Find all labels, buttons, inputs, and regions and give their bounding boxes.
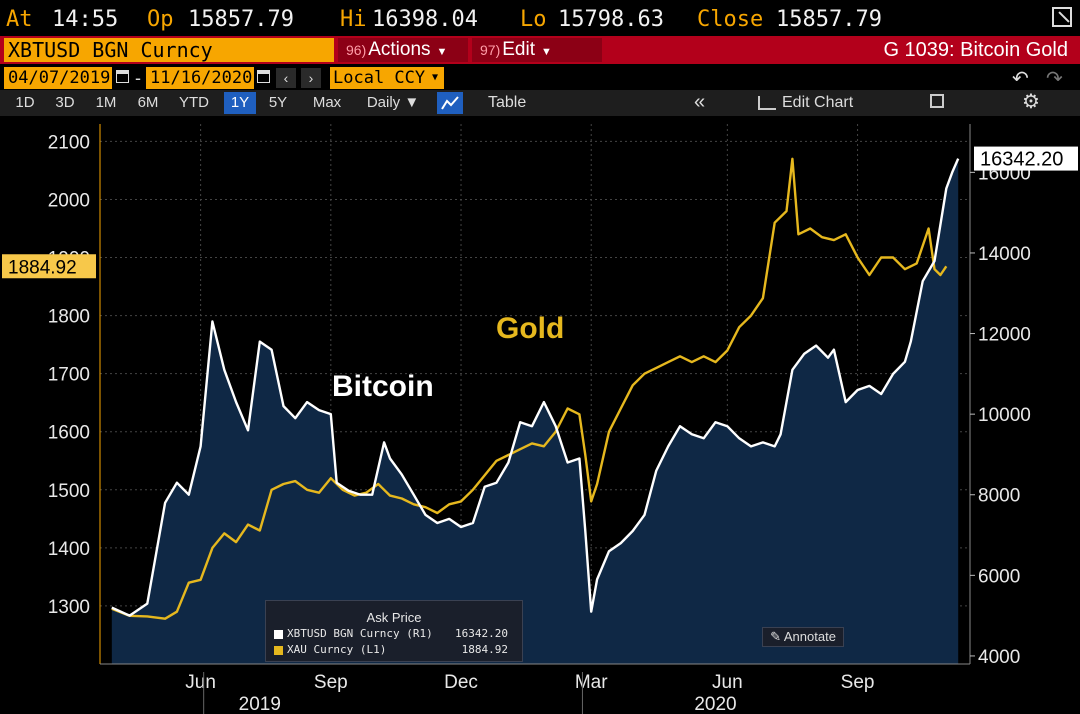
left-tick-label: 1800 bbox=[48, 307, 90, 328]
edit-chart-label: Edit Chart bbox=[782, 94, 854, 111]
next-period-button[interactable]: › bbox=[301, 68, 321, 88]
bitcoin-annotation: Bitcoin bbox=[332, 370, 434, 403]
at-value: 14:55 bbox=[52, 7, 119, 32]
left-tick-label: 1400 bbox=[48, 539, 90, 560]
x-year-label: 2019 bbox=[239, 694, 281, 714]
edit-label: Edit bbox=[502, 39, 535, 60]
x-tick-label: Sep bbox=[841, 672, 875, 693]
legend-header: Ask Price bbox=[366, 610, 422, 625]
caret-down-icon: ▼ bbox=[436, 46, 448, 58]
quote-strip: At 14:55 Op 15857.79 Hi 16398.04 Lo 1579… bbox=[0, 0, 1080, 36]
range-button-1y[interactable]: 1Y bbox=[224, 92, 256, 114]
toolbar bbox=[0, 90, 1080, 116]
actions-label: Actions bbox=[368, 39, 431, 60]
currency-select[interactable]: Local CCY ▼ bbox=[330, 67, 444, 89]
edit-number: 97) bbox=[480, 42, 501, 58]
gold-last-value-label: 1884.92 bbox=[8, 257, 77, 278]
line-chart-icon bbox=[441, 96, 459, 110]
left-tick-label: 2000 bbox=[48, 190, 90, 211]
calendar-icon[interactable] bbox=[257, 70, 270, 83]
legend-item-gold[interactable]: XAU Curncy (L1) 1884.92 bbox=[274, 643, 514, 656]
gold-annotation: Gold bbox=[496, 312, 564, 345]
frequency-select[interactable]: Daily ▼ bbox=[366, 94, 420, 111]
annotate-button[interactable]: ✎ Annotate bbox=[762, 627, 844, 647]
gear-icon[interactable]: ⚙ bbox=[1022, 91, 1040, 113]
annotate-label: Annotate bbox=[783, 629, 836, 644]
left-tick-label: 1500 bbox=[48, 481, 90, 502]
open-label: Op bbox=[147, 7, 174, 32]
x-year-label: 2020 bbox=[694, 694, 736, 714]
line-chart-button[interactable] bbox=[437, 92, 463, 114]
legend-name-gold: XAU Curncy (L1) bbox=[287, 643, 387, 656]
x-tick-label: Mar bbox=[575, 672, 608, 693]
x-tick-label: Jun bbox=[185, 672, 216, 693]
range-button-5y[interactable]: 5Y bbox=[268, 94, 288, 111]
caret-down-icon: ▼ bbox=[431, 72, 438, 83]
expand-icon[interactable] bbox=[1052, 7, 1072, 27]
close-value: 15857.79 bbox=[776, 7, 882, 32]
left-tick-label: 1600 bbox=[48, 423, 90, 444]
pencil-icon[interactable] bbox=[930, 94, 944, 108]
legend-name-bitcoin: XBTUSD BGN Curncy (R1) bbox=[287, 627, 433, 640]
end-date-field[interactable]: 11/16/2020 bbox=[146, 67, 254, 89]
left-tick-label: 1300 bbox=[48, 597, 90, 618]
right-tick-label: 6000 bbox=[978, 566, 1020, 587]
caret-down-icon: ▼ bbox=[540, 46, 552, 58]
legend-swatch-gold bbox=[274, 645, 283, 655]
calendar-icon[interactable] bbox=[116, 70, 129, 83]
right-tick-label: 8000 bbox=[978, 486, 1020, 507]
ticker-field[interactable]: XBTUSD BGN Curncy bbox=[4, 38, 334, 62]
low-label: Lo bbox=[520, 7, 547, 32]
prev-period-button[interactable]: ‹ bbox=[276, 68, 296, 88]
x-tick-label: Jun bbox=[712, 672, 743, 693]
legend: Ask Price XBTUSD BGN Curncy (R1) 16342.20… bbox=[265, 600, 523, 662]
right-tick-label: 10000 bbox=[978, 405, 1031, 426]
bitcoin-last-value-box bbox=[974, 146, 1078, 171]
open-value: 15857.79 bbox=[188, 7, 294, 32]
edit-chart-button[interactable]: Edit Chart bbox=[758, 92, 853, 114]
frequency-label: Daily bbox=[366, 94, 401, 111]
bitcoin-series-line[interactable] bbox=[111, 158, 960, 617]
x-tick-label: Sep bbox=[314, 672, 348, 693]
actions-number: 96) bbox=[346, 42, 367, 58]
legend-item-bitcoin[interactable]: XBTUSD BGN Curncy (R1) 16342.20 bbox=[274, 627, 514, 640]
price-chart[interactable]: 1300140015001600170018001900200021004000… bbox=[0, 116, 1080, 714]
close-label: Close bbox=[697, 7, 764, 32]
right-tick-label: 4000 bbox=[978, 647, 1020, 668]
date-separator: - bbox=[135, 68, 141, 88]
redo-icon[interactable]: ↷ bbox=[1046, 68, 1063, 90]
gold-series-line[interactable] bbox=[111, 157, 948, 620]
high-label: Hi bbox=[340, 7, 367, 32]
undo-icon[interactable]: ↶ bbox=[1012, 68, 1029, 90]
bitcoin-last-value-label: 16342.20 bbox=[980, 149, 1063, 171]
legend-value-gold: 1884.92 bbox=[461, 643, 508, 656]
right-tick-label: 12000 bbox=[978, 325, 1031, 346]
legend-value-bitcoin: 16342.20 bbox=[455, 627, 508, 640]
range-button-ytd[interactable]: YTD bbox=[179, 94, 209, 111]
low-value: 15798.63 bbox=[558, 7, 664, 32]
range-button-1m[interactable]: 1M bbox=[95, 94, 117, 111]
range-button-3d[interactable]: 3D bbox=[55, 94, 75, 111]
currency-label: Local CCY bbox=[333, 68, 426, 88]
edit-menu[interactable]: 97) Edit ▼ bbox=[472, 38, 602, 62]
left-tick-label: 1700 bbox=[48, 365, 90, 386]
chart-title: G 1039: Bitcoin Gold bbox=[883, 39, 1068, 61]
start-date-field[interactable]: 04/07/2019 bbox=[4, 67, 112, 89]
high-value: 16398.04 bbox=[372, 7, 478, 32]
legend-swatch-bitcoin bbox=[274, 629, 283, 639]
actions-menu[interactable]: 96) Actions ▼ bbox=[338, 38, 468, 62]
gold-last-value-box bbox=[2, 254, 96, 279]
bitcoin-area bbox=[111, 158, 959, 664]
collapse-icon[interactable]: « bbox=[694, 91, 706, 113]
at-label: At bbox=[6, 7, 33, 32]
range-button-1d[interactable]: 1D bbox=[15, 94, 35, 111]
table-button[interactable]: Table bbox=[488, 94, 527, 111]
chart-icon bbox=[758, 95, 776, 110]
range-button-6m[interactable]: 6M bbox=[137, 94, 159, 111]
range-button-max[interactable]: Max bbox=[312, 94, 342, 111]
pencil-icon: ✎ bbox=[770, 629, 784, 644]
x-tick-label: Dec bbox=[444, 672, 478, 693]
left-tick-label: 2100 bbox=[48, 132, 90, 153]
right-tick-label: 14000 bbox=[978, 244, 1031, 265]
